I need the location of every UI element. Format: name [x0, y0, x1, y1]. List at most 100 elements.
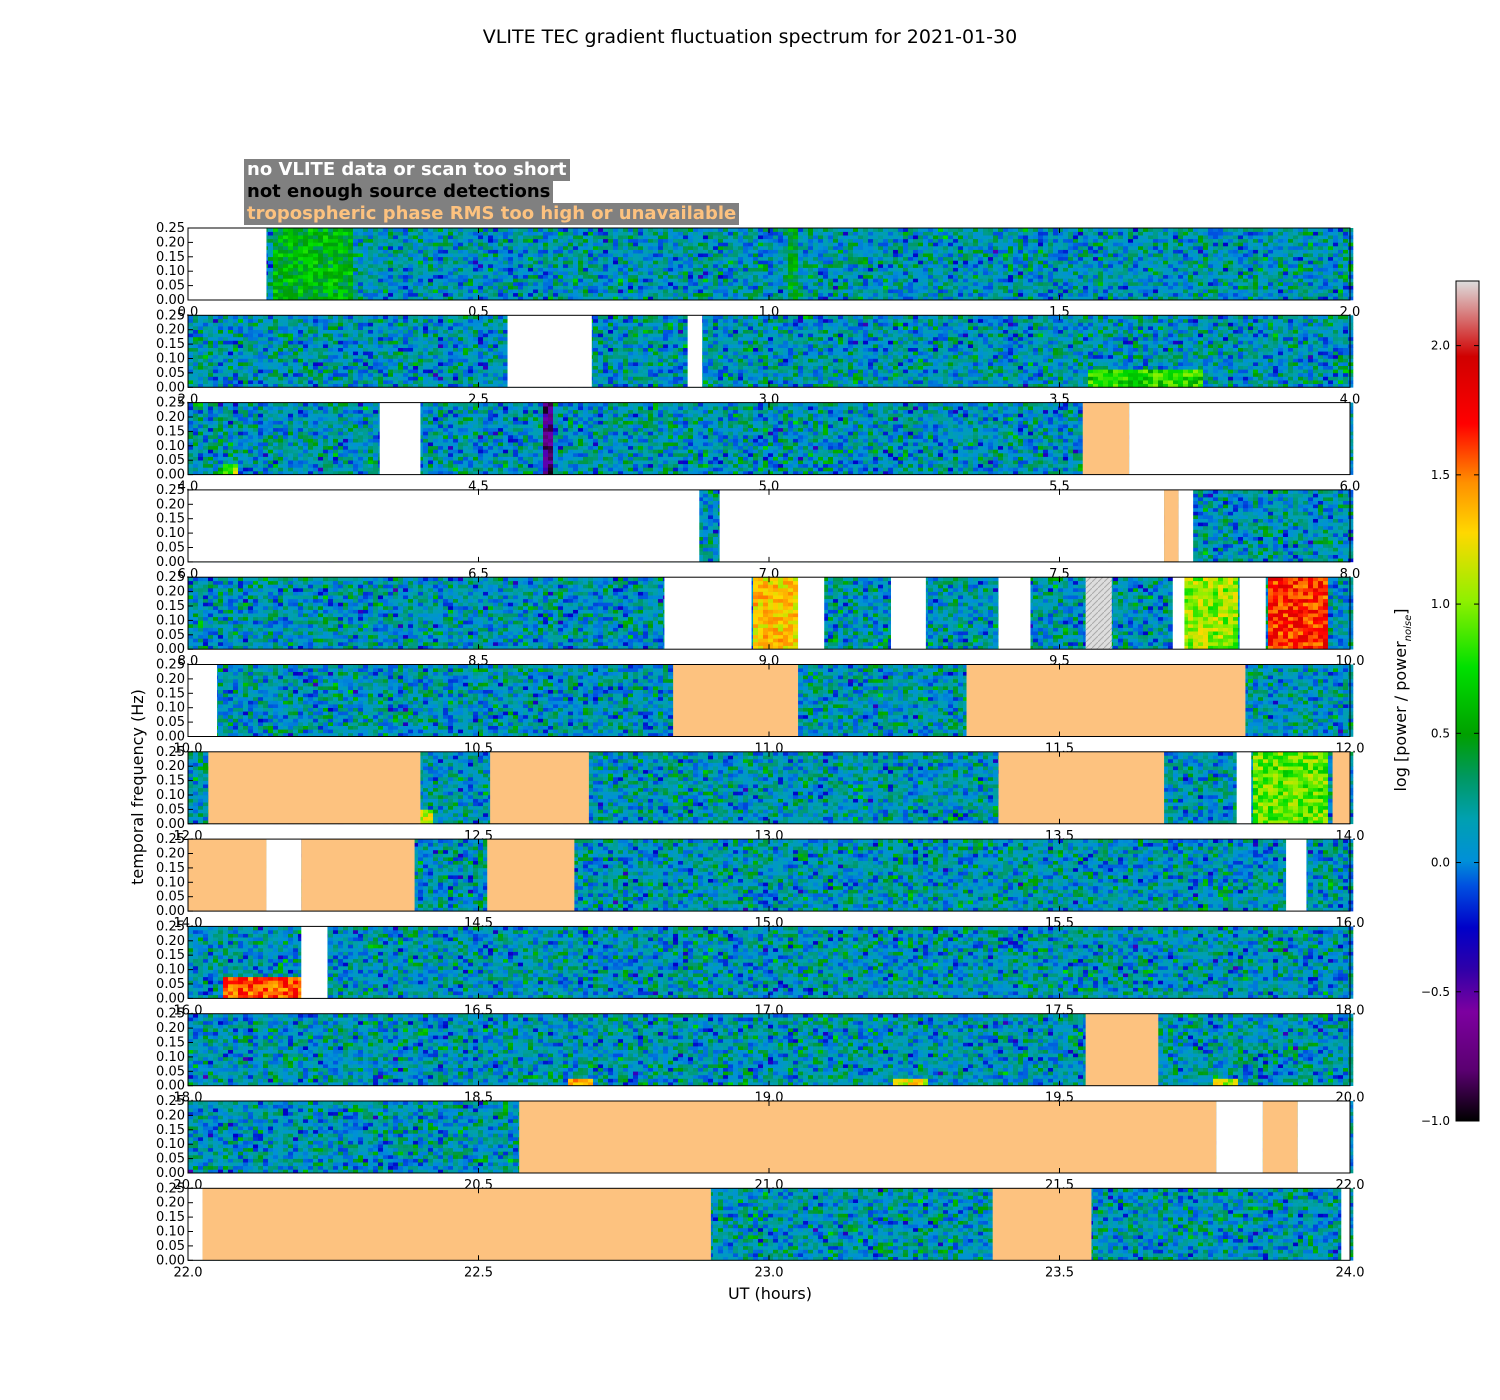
spectrum-cell — [628, 275, 633, 279]
spectrum-cell — [483, 246, 488, 250]
spectrum-cell — [478, 235, 483, 239]
spectrum-cell — [718, 232, 723, 236]
spectrum-cell — [673, 235, 678, 239]
spectrum-cell — [653, 235, 658, 239]
spectrum-cell — [288, 257, 293, 261]
spectrum-cell — [858, 250, 863, 254]
spectrum-cell — [853, 271, 858, 275]
spectrum-cell — [848, 278, 853, 282]
spectrum-cell — [488, 293, 493, 297]
spectrum-cell — [823, 253, 828, 257]
spectrum-cell — [718, 260, 723, 264]
spectrum-cell — [758, 289, 763, 293]
spectrum-cell — [828, 264, 833, 268]
spectrum-cell — [708, 275, 713, 279]
spectrum-cell — [638, 271, 643, 275]
spectrum-cell — [643, 239, 648, 243]
spectrum-cell — [763, 264, 768, 268]
spectrum-cell — [528, 232, 533, 236]
spectrum-cell — [648, 232, 653, 236]
spectrum-cell — [313, 253, 318, 257]
spectrum-cell — [398, 275, 403, 279]
spectrum-cell — [558, 232, 563, 236]
spectrum-cell — [658, 293, 663, 297]
spectrum-cell — [383, 293, 388, 297]
spectrum-cell — [503, 271, 508, 275]
spectrum-cell — [443, 260, 448, 264]
spectrum-cell — [773, 282, 778, 286]
spectrum-cell — [338, 232, 343, 236]
spectrum-cell — [803, 228, 808, 232]
spectrum-cell — [713, 264, 718, 268]
spectrum-cell — [533, 286, 538, 290]
spectrum-cell — [763, 268, 768, 272]
spectrum-cell — [913, 257, 918, 261]
spectrum-cell — [853, 289, 858, 293]
spectrum-cell — [668, 242, 673, 246]
spectrum-cell — [498, 268, 503, 272]
spectrum-cell — [428, 293, 433, 297]
spectrum-cell — [418, 282, 423, 286]
spectrum-cell — [703, 282, 708, 286]
spectrum-cell — [473, 253, 478, 257]
spectrum-cell — [268, 289, 273, 293]
spectrum-cell — [523, 264, 528, 268]
spectrum-cell — [468, 235, 473, 239]
spectrum-cell — [928, 264, 933, 268]
spectrum-cell — [278, 232, 283, 236]
spectrum-cell — [393, 293, 398, 297]
spectrum-cell — [638, 260, 643, 264]
spectrum-cell — [838, 289, 843, 293]
spectrum-cell — [338, 228, 343, 232]
spectrum-cell — [688, 286, 693, 290]
spectrum-cell — [908, 253, 913, 257]
spectrum-cell — [898, 232, 903, 236]
spectrum-cell — [423, 293, 428, 297]
spectrum-cell — [453, 289, 458, 293]
spectrum-cell — [953, 271, 958, 275]
spectrum-cell — [353, 275, 358, 279]
spectrum-cell — [653, 239, 658, 243]
spectrum-cell — [438, 282, 443, 286]
spectrum-cell — [658, 286, 663, 290]
spectrum-cell — [423, 271, 428, 275]
spectrum-cell — [538, 246, 543, 250]
spectrum-cell — [583, 239, 588, 243]
spectrum-cell — [438, 293, 443, 297]
spectrum-cell — [923, 228, 928, 232]
spectrum-cell — [518, 235, 523, 239]
spectrum-cell — [378, 253, 383, 257]
spectrum-cell — [798, 286, 803, 290]
spectrum-cell — [363, 282, 368, 286]
spectrum-cell — [613, 271, 618, 275]
spectrum-cell — [693, 275, 698, 279]
spectrum-cell — [573, 235, 578, 239]
spectrum-cell — [493, 246, 498, 250]
spectrum-cell — [528, 228, 533, 232]
spectrum-cell — [483, 275, 488, 279]
spectrum-cell — [358, 242, 363, 246]
spectrum-cell — [548, 268, 553, 272]
spectrum-cell — [763, 289, 768, 293]
spectrum-cell — [893, 293, 898, 297]
spectrum-cell — [528, 250, 533, 254]
spectrum-cell — [693, 235, 698, 239]
spectrum-cell — [568, 253, 573, 257]
spectrum-cell — [283, 246, 288, 250]
spectrum-cell — [893, 278, 898, 282]
spectrum-cell — [628, 271, 633, 275]
spectrum-cell — [728, 239, 733, 243]
spectrum-cell — [908, 257, 913, 261]
spectrum-cell — [798, 235, 803, 239]
spectrum-cell — [813, 275, 818, 279]
spectrum-cell — [368, 286, 373, 290]
spectrum-cell — [738, 253, 743, 257]
spectrum-cell — [898, 293, 903, 297]
spectrum-cell — [583, 275, 588, 279]
spectrum-cell — [748, 228, 753, 232]
spectrum-cell — [498, 282, 503, 286]
spectrum-cell — [898, 228, 903, 232]
spectrum-cell — [448, 228, 453, 232]
spectrum-cell — [353, 293, 358, 297]
spectrum-cell — [603, 264, 608, 268]
